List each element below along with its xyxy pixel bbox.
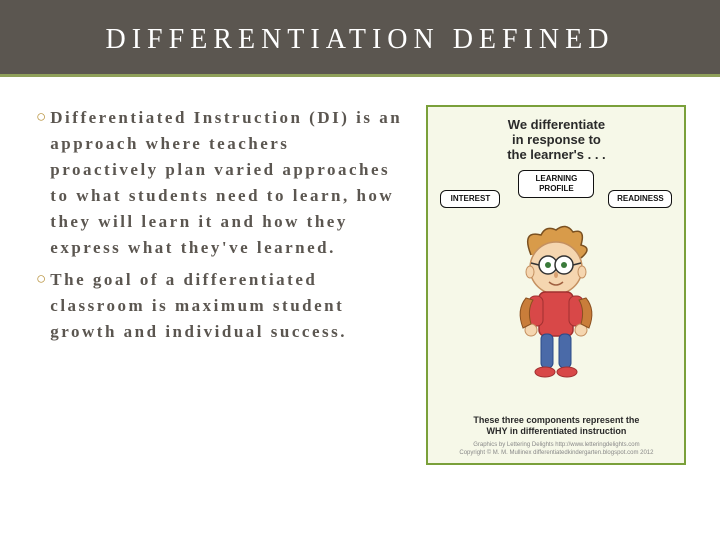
bubble-interest: INTEREST (440, 190, 500, 208)
cartoon-bottom-text: These three components represent the WHY… (436, 415, 676, 437)
cartoon-top-line: the learner's . . . (507, 147, 605, 162)
cartoon-credits: Graphics by Lettering Delights http://ww… (436, 441, 676, 457)
bullet-item: ○ Differentiated Instruction (DI) is an … (36, 105, 403, 261)
cartoon-top-text: We differentiate in response to the lear… (436, 117, 676, 162)
character-svg (481, 220, 631, 390)
slide-title: DIFFERENTIATION DEFINED (0, 24, 720, 56)
bullet-icon: ○ (36, 105, 46, 261)
cartoon-top-line: in response to (512, 132, 601, 147)
content-area: ○ Differentiated Instruction (DI) is an … (0, 77, 720, 540)
cartoon-illustration: We differentiate in response to the lear… (426, 105, 686, 465)
cartoon-bottom-line: These three components represent the (473, 415, 639, 425)
header-band: DIFFERENTIATION DEFINED (0, 0, 720, 77)
cartoon-bottom-line: WHY in differentiated instruction (487, 426, 627, 436)
bullet-icon: ○ (36, 267, 46, 345)
credits-line: Copyright © M. M. Mullinex differentiate… (459, 450, 653, 456)
image-column: We differentiate in response to the lear… (421, 105, 692, 512)
speech-bubbles: INTEREST LEARNING PROFILE READINESS (436, 170, 676, 216)
cartoon-top-line: We differentiate (508, 117, 605, 132)
credits-line: Graphics by Lettering Delights http://ww… (473, 442, 639, 448)
slide: DIFFERENTIATION DEFINED ○ Differentiated… (0, 0, 720, 540)
cartoon-character (436, 220, 676, 413)
bullet-item: ○ The goal of a differentiated classroom… (36, 267, 403, 345)
bullet-text: The goal of a differentiated classroom i… (50, 267, 403, 345)
bubble-readiness: READINESS (608, 190, 672, 208)
text-column: ○ Differentiated Instruction (DI) is an … (36, 105, 403, 512)
bullet-text: Differentiated Instruction (DI) is an ap… (50, 105, 403, 261)
bubble-profile: LEARNING PROFILE (518, 170, 594, 198)
